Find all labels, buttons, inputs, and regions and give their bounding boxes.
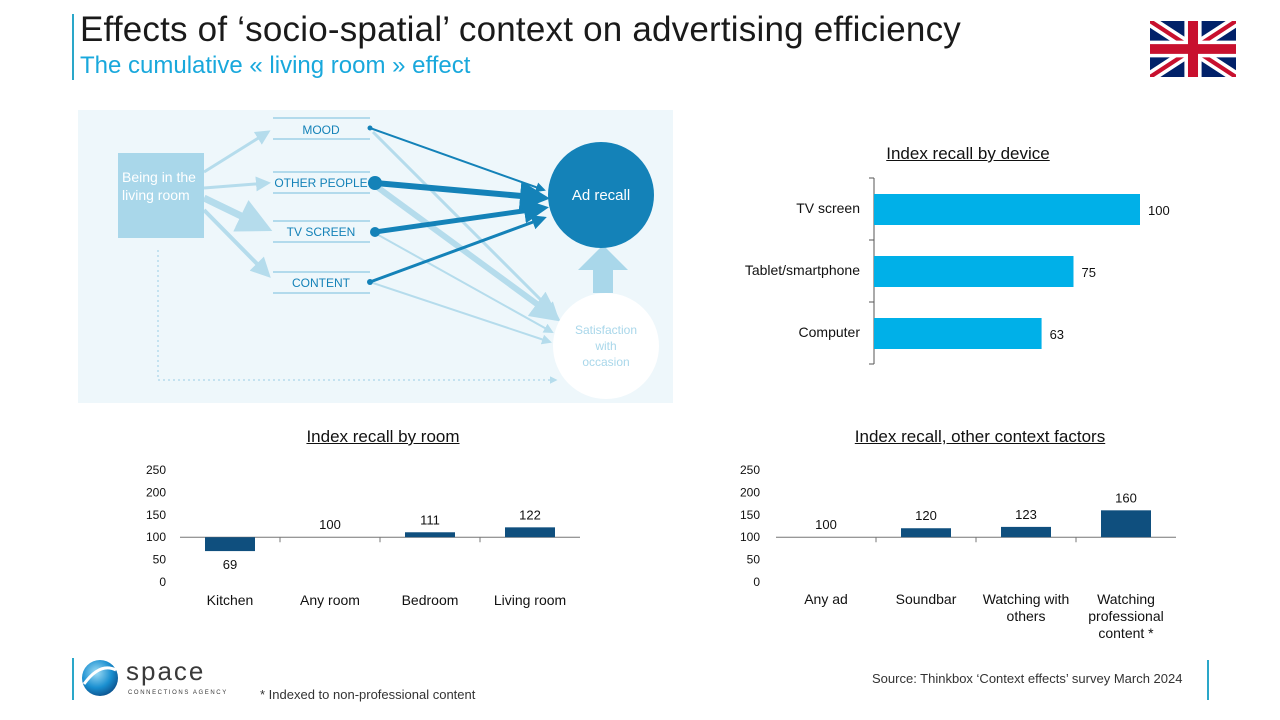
- bar: [505, 527, 555, 538]
- value-label: 69: [223, 557, 237, 572]
- context-chart-title: Index recall, other context factors: [854, 427, 1106, 446]
- y-tick-label: 200: [740, 485, 760, 499]
- value-label: 122: [519, 507, 541, 522]
- category-label: Any room: [300, 592, 360, 608]
- page-title: Effects of ‘socio-spatial’ context on ad…: [80, 10, 961, 49]
- device-category-label: Tablet/smartphone: [745, 262, 860, 278]
- y-tick-label: 0: [159, 575, 166, 589]
- footnote: * Indexed to non-professional content: [260, 687, 476, 702]
- factor-tv-screen: TV SCREEN: [287, 225, 356, 239]
- y-tick-label: 100: [146, 530, 166, 544]
- ad-recall-label: Ad recall: [572, 187, 630, 204]
- category-label: Living room: [494, 592, 566, 608]
- logo-accent-bar: [72, 658, 74, 700]
- source-accent-bar: [1207, 660, 1209, 700]
- living-room-source-box: [118, 153, 204, 238]
- device-value-label: 63: [1050, 327, 1064, 342]
- device-bar: [874, 194, 1140, 225]
- device-value-label: 100: [1148, 203, 1170, 218]
- satisfaction-circle: [553, 293, 659, 399]
- device-bar: [874, 256, 1074, 287]
- device-chart-title: Index recall by device: [886, 144, 1050, 163]
- factor-mood: MOOD: [302, 123, 340, 137]
- y-tick-label: 50: [153, 553, 167, 567]
- bar: [901, 528, 951, 538]
- page-subtitle: The cumulative « living room » effect: [80, 52, 471, 79]
- room-recall-chart: 0 50 100 150 200 250 69 Kitchen 100 Any room 111 Be…: [146, 463, 580, 608]
- device-category-label: Computer: [799, 324, 861, 340]
- category-label: Any ad: [804, 591, 848, 607]
- uk-flag-icon: [1150, 21, 1236, 77]
- title-accent-bar: [72, 14, 74, 80]
- y-tick-label: 250: [146, 463, 166, 477]
- svg-text:space: space: [126, 656, 205, 686]
- bar: [1001, 526, 1051, 538]
- room-chart-title: Index recall by room: [306, 427, 460, 446]
- category-label: Kitchen: [207, 592, 254, 608]
- value-label: 123: [1015, 507, 1037, 522]
- value-label: 100: [815, 517, 837, 532]
- source-note: Source: Thinkbox ‘Context effects’ surve…: [872, 671, 1183, 686]
- value-label: 100: [319, 517, 341, 532]
- up-arrow-icon: [578, 245, 628, 293]
- value-label: 111: [420, 512, 440, 527]
- svg-text:CONNECTIONS AGENCY: CONNECTIONS AGENCY: [128, 690, 228, 696]
- space-logo: space CONNECTIONS AGENCY: [82, 656, 228, 696]
- y-tick-label: 150: [740, 508, 760, 522]
- bar: [205, 537, 255, 552]
- value-label: 120: [915, 508, 937, 523]
- category-label: Bedroom: [402, 592, 459, 608]
- factor-content: CONTENT: [292, 276, 351, 290]
- device-category-label: TV screen: [796, 200, 860, 216]
- ad-recall-circle: [548, 142, 654, 248]
- living-room-source-label: Being in the living room: [122, 169, 196, 203]
- category-label: Soundbar: [896, 591, 957, 607]
- value-label: 160: [1115, 490, 1137, 505]
- device-recall-chart: TV screen 100 Tablet/smartphone 75 Computer 6…: [745, 177, 1170, 365]
- y-tick-label: 250: [740, 463, 760, 477]
- y-tick-label: 50: [747, 553, 761, 567]
- y-tick-label: 150: [146, 508, 166, 522]
- context-recall-chart: 0 50 100 150 200 250 100 Any ad 120 Soundbar 123 Wa…: [740, 463, 1176, 641]
- category-label: Watching professional content *: [1088, 591, 1164, 641]
- y-tick-label: 0: [753, 575, 760, 589]
- y-tick-label: 200: [146, 485, 166, 499]
- device-bar: [874, 318, 1042, 349]
- category-label: Watching with others: [983, 591, 1070, 624]
- bar: [1101, 510, 1151, 538]
- bar: [405, 532, 455, 538]
- living-room-effect-diagram: Being in the living room MOOD OTHER PEOP…: [78, 110, 673, 403]
- y-tick-label: 100: [740, 530, 760, 544]
- factor-other-people: OTHER PEOPLE: [274, 176, 367, 190]
- satisfaction-label: Satisfaction with occasion: [575, 323, 637, 369]
- device-value-label: 75: [1082, 265, 1096, 280]
